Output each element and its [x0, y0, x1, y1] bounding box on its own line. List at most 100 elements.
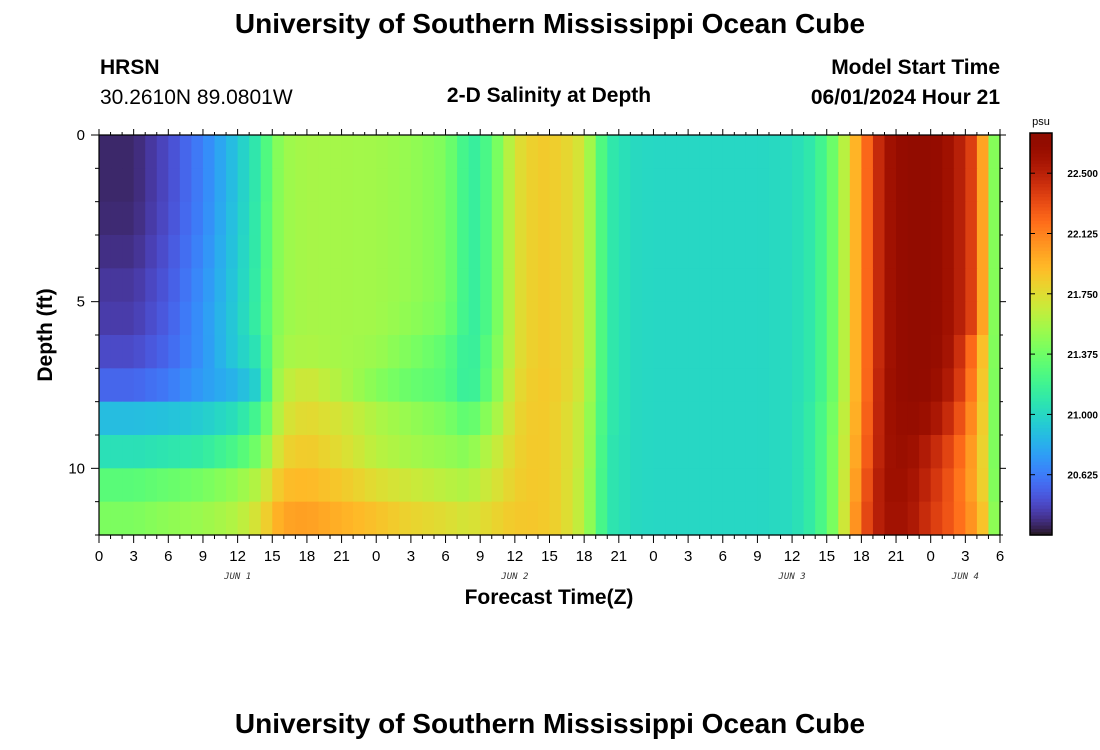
heatmap-cell — [133, 301, 146, 336]
heatmap-cell — [468, 268, 481, 303]
heatmap-cell — [734, 201, 747, 236]
heatmap-cell — [641, 435, 655, 469]
heatmap-cell — [988, 301, 1001, 336]
heatmap-cell — [503, 168, 516, 203]
colorbar-segment — [1030, 230, 1052, 235]
heatmap-cell — [422, 235, 435, 269]
heatmap-cell — [133, 268, 146, 303]
heatmap-cell — [364, 501, 377, 536]
heatmap-cell — [249, 235, 262, 269]
heatmap-cell — [272, 235, 285, 269]
colorbar-segment — [1030, 159, 1052, 164]
heatmap-cell — [561, 435, 574, 469]
heatmap-cell — [942, 335, 955, 369]
heatmap-cell — [584, 268, 597, 303]
heatmap-cell — [618, 168, 631, 203]
heatmap-cell — [272, 368, 285, 403]
heatmap-cell — [722, 401, 735, 436]
heatmap-cell — [110, 335, 123, 369]
heatmap-cell — [849, 435, 862, 469]
heatmap-cell — [353, 335, 366, 369]
heatmap-cell — [318, 435, 331, 469]
heatmap-cell — [295, 168, 308, 203]
heatmap-cell — [930, 435, 943, 469]
heatmap-cell — [965, 201, 978, 236]
heatmap-cell — [699, 501, 712, 536]
heatmap-cell — [665, 168, 678, 203]
heatmap-cell — [145, 268, 158, 303]
heatmap-cell — [272, 135, 285, 169]
heatmap-cell — [387, 368, 400, 403]
heatmap-cell — [457, 335, 470, 369]
heatmap-cell — [133, 335, 146, 369]
y-tick-label: 0 — [77, 127, 85, 144]
heatmap-cell — [295, 501, 308, 536]
heatmap-cell — [480, 401, 493, 436]
heatmap-cell — [768, 401, 782, 436]
heatmap-cell — [907, 335, 920, 369]
heatmap-cell — [226, 335, 239, 369]
heatmap-cell — [318, 335, 331, 369]
heatmap-cell — [953, 235, 966, 269]
heatmap-cell — [214, 501, 227, 536]
heatmap-cell — [99, 468, 112, 503]
heatmap-cell — [976, 435, 990, 469]
heatmap-cell — [942, 168, 955, 203]
colorbar-segment — [1030, 484, 1052, 489]
heatmap-cell — [318, 201, 331, 236]
x-tick-label: 21 — [888, 548, 905, 565]
heatmap-cell — [364, 135, 377, 169]
heatmap-cell — [919, 468, 932, 503]
heatmap-cell — [433, 268, 447, 303]
heatmap-cell — [214, 235, 227, 269]
heatmap-cell — [399, 235, 412, 269]
heatmap-cell — [283, 235, 296, 269]
heatmap-cell — [445, 368, 458, 403]
heatmap-cell — [757, 401, 770, 436]
heatmap-cell — [376, 335, 389, 369]
heatmap-cell — [295, 401, 308, 436]
heatmap-cell — [884, 335, 897, 369]
heatmap-cell — [226, 235, 239, 269]
heatmap-cell — [214, 335, 227, 369]
heatmap-cell — [249, 468, 262, 503]
heatmap-cell — [861, 401, 874, 436]
x-tick-label: 3 — [961, 548, 969, 565]
heatmap-cell — [976, 235, 990, 269]
heatmap-cell — [630, 201, 643, 236]
colorbar-unit: psu — [1032, 116, 1050, 128]
heatmap-cell — [99, 501, 112, 536]
heatmap-cell — [919, 501, 932, 536]
heatmap-cell — [387, 201, 400, 236]
heatmap-cell — [907, 135, 920, 169]
heatmap-cell — [122, 335, 135, 369]
heatmap-cell — [665, 335, 678, 369]
heatmap-cell — [226, 501, 239, 536]
heatmap-cell — [896, 501, 909, 536]
heatmap-cell — [745, 268, 759, 303]
heatmap-cell — [561, 235, 574, 269]
heatmap-cell — [226, 268, 239, 303]
heatmap-cell — [306, 168, 320, 203]
heatmap-cell — [387, 168, 400, 203]
heatmap-cell — [803, 501, 816, 536]
heatmap-cell — [780, 135, 793, 169]
x-tick-label: 6 — [719, 548, 727, 565]
heatmap-cell — [537, 368, 551, 403]
heatmap-cell — [491, 335, 504, 369]
heatmap-cell — [306, 335, 320, 369]
heatmap-cell — [295, 301, 308, 336]
heatmap-cell — [953, 501, 966, 536]
heatmap-cell — [376, 235, 389, 269]
heatmap-cell — [237, 401, 250, 436]
colorbar-segment — [1030, 153, 1052, 158]
heatmap-cell — [457, 468, 470, 503]
heatmap-cell — [826, 368, 839, 403]
heatmap-cell — [537, 135, 551, 169]
heatmap-cell — [734, 168, 747, 203]
heatmap-cell — [838, 201, 851, 236]
heatmap-cell — [503, 468, 516, 503]
heatmap-cell — [526, 201, 539, 236]
colorbar-tick-label: 21.375 — [1067, 350, 1098, 361]
heatmap-cell — [364, 368, 377, 403]
